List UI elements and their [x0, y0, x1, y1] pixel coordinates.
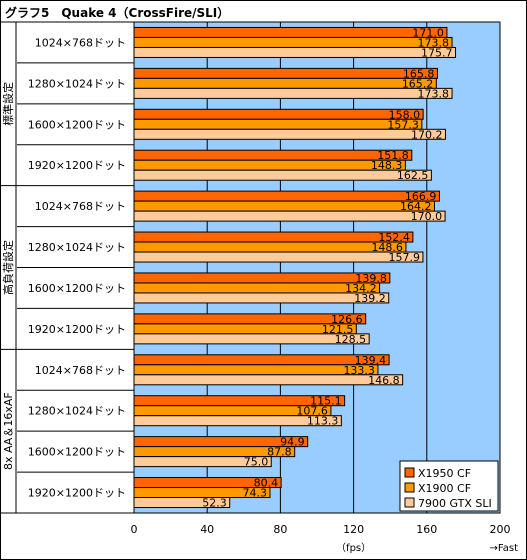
x-tick-label: 80 — [273, 523, 287, 536]
bar-x1900-cf — [133, 36, 453, 48]
data-label: 152.4 — [378, 231, 410, 244]
data-label: 158.0 — [389, 108, 421, 121]
bar-x1900-cf — [133, 77, 437, 89]
data-label: 87.8 — [267, 446, 292, 459]
x-tick-label: 0 — [131, 523, 138, 536]
legend: X1950 CF X1900 CF 7900 GTX SLI — [399, 460, 499, 512]
bar-7900-gtx-sli — [133, 251, 424, 263]
data-label: 162.5 — [397, 169, 429, 182]
data-label: 148.3 — [371, 159, 403, 172]
data-label: 173.8 — [418, 87, 450, 100]
legend-label: 7900 GTX SLI — [418, 497, 492, 510]
data-label: 75.0 — [244, 456, 269, 469]
bar-7900-gtx-sli — [133, 46, 457, 58]
data-label: 52.3 — [202, 497, 227, 510]
x-tick-label: 120 — [343, 523, 364, 536]
data-label: 146.8 — [368, 374, 400, 387]
x-tick-label: 40 — [200, 523, 214, 536]
bar-x1950-cf — [133, 26, 448, 38]
bar-x1900-cf — [133, 282, 381, 294]
data-label: 151.8 — [377, 149, 409, 162]
x-axis-label: （fps） — [336, 542, 371, 554]
data-label: 80.4 — [254, 477, 279, 490]
data-label: 170.0 — [411, 210, 443, 223]
bar-7900-gtx-sli — [133, 210, 446, 222]
data-label: 139.4 — [355, 354, 387, 367]
category-label: 1920×1200ドット — [28, 487, 126, 500]
category-label: 1600×1200ドット — [28, 118, 126, 131]
data-label: 128.5 — [335, 333, 367, 346]
bar-7900-gtx-sli — [133, 333, 370, 345]
data-label: 121.5 — [322, 323, 354, 336]
bar-x1950-cf — [133, 108, 424, 120]
legend-swatch — [404, 467, 415, 478]
data-label: 133.3 — [343, 364, 375, 377]
legend-label: X1950 CF — [418, 467, 471, 480]
data-label: 139.8 — [355, 272, 387, 285]
legend-swatch — [404, 482, 415, 493]
data-label: 170.2 — [411, 128, 443, 141]
category-label: 1920×1200ドット — [28, 323, 126, 336]
data-label: 148.6 — [371, 241, 403, 254]
category-label: 1920×1200ドット — [28, 159, 126, 172]
data-label: 165.2 — [402, 77, 434, 90]
bar-7900-gtx-sli — [133, 497, 231, 509]
legend-box — [399, 460, 499, 512]
bar-7900-gtx-sli — [133, 456, 272, 468]
data-label: 107.6 — [296, 405, 328, 418]
data-label: 171.0 — [412, 26, 444, 39]
data-label: 139.2 — [354, 292, 386, 305]
bar-7900-gtx-sli — [133, 374, 404, 386]
bar-7900-gtx-sli — [133, 87, 453, 99]
data-label: 173.8 — [418, 36, 450, 49]
group-label-3: 8x AA＆16xAF — [2, 392, 15, 470]
data-label: 157.9 — [388, 251, 420, 264]
bar-7900-gtx-sli — [133, 415, 342, 427]
x-tick-label: 160 — [416, 523, 437, 536]
legend-swatch — [404, 497, 415, 508]
group-label-1: 標準設定 — [1, 82, 15, 126]
data-label: 113.3 — [307, 415, 339, 428]
bar-x1950-cf — [133, 190, 440, 202]
data-label: 164.2 — [400, 200, 432, 213]
data-label: 157.3 — [387, 118, 419, 131]
category-label: 1024×768ドット — [35, 364, 126, 377]
data-label: 94.9 — [280, 436, 305, 449]
bar-7900-gtx-sli — [133, 292, 390, 304]
category-label: 1600×1200ドット — [28, 282, 126, 295]
category-label: 1280×1024ドット — [28, 405, 126, 418]
category-label: 1024×768ドット — [35, 36, 126, 49]
data-label: 115.1 — [310, 395, 342, 408]
bar-7900-gtx-sli — [133, 128, 446, 140]
bar-x1950-cf — [133, 67, 438, 79]
data-label: 166.9 — [405, 190, 437, 203]
bar-x1900-cf — [133, 159, 406, 171]
category-label: 1280×1024ドット — [28, 77, 126, 90]
data-label: 175.7 — [421, 46, 453, 59]
bar-x1900-cf — [133, 241, 407, 253]
category-label: 1280×1024ドット — [28, 241, 126, 254]
bar-x1900-cf — [133, 200, 435, 212]
chart-title: グラフ5 Quake 4（CrossFire/SLI） — [5, 6, 230, 20]
bar-7900-gtx-sli — [133, 169, 432, 181]
group-label-2: 高負荷設定 — [1, 240, 15, 295]
x-tick-label: 200 — [490, 523, 511, 536]
data-label: 74.3 — [242, 487, 267, 500]
bar-x1900-cf — [133, 118, 423, 130]
plot-area — [133, 21, 501, 514]
data-label: 134.2 — [345, 282, 377, 295]
bar-x1900-cf — [133, 364, 379, 376]
data-label: 165.8 — [403, 67, 435, 80]
data-label: 126.6 — [331, 313, 363, 326]
x-direction-label: →Fast — [490, 543, 519, 554]
category-label: 1600×1200ドット — [28, 446, 126, 459]
legend-label: X1900 CF — [418, 482, 471, 495]
category-label: 1024×768ドット — [35, 200, 126, 213]
